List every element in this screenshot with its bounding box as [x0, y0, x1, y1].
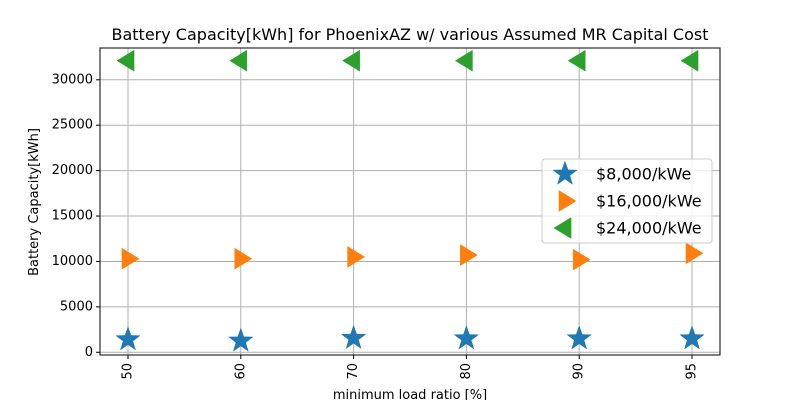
plot-frame [99, 47, 721, 356]
y-tick-label: 0 [85, 345, 93, 360]
data-point-series-0 [453, 325, 480, 350]
data-point-series-2 [229, 49, 248, 72]
legend-label: $24,000/kWe [596, 219, 702, 238]
y-tick-label: 20000 [52, 163, 93, 178]
legend-marker [553, 217, 572, 239]
data-point-series-1 [685, 242, 704, 265]
legend-marker [558, 190, 577, 212]
data-point-series-2 [116, 49, 135, 72]
data-point-series-1 [121, 247, 140, 270]
y-axis: 0 5000 10000 15000 20000 25000 30000 [52, 72, 100, 360]
x-tick-label: 90 [572, 363, 587, 380]
data-point-series-2 [680, 49, 699, 72]
y-tick-label: 30000 [52, 72, 93, 87]
x-tick-label: 70 [346, 363, 361, 380]
y-tick-label: 5000 [60, 299, 93, 314]
legend-label: $8,000/kWe [596, 165, 691, 184]
data-point-series-1 [234, 247, 253, 270]
y-axis-label: Battery Capacity[kWh] [27, 128, 42, 276]
x-tick-label: 50 [121, 363, 136, 380]
data-point-series-1 [572, 248, 591, 271]
data-point-series-2 [342, 49, 360, 72]
y-tick-label: 25000 [52, 118, 93, 133]
y-tick-label: 15000 [52, 209, 93, 224]
markers [115, 49, 705, 352]
data-point-series-2 [567, 49, 586, 72]
data-point-series-0 [679, 325, 705, 350]
data-point-series-1 [460, 244, 478, 266]
data-point-series-0 [228, 327, 254, 352]
x-tick-label: 95 [685, 363, 700, 380]
y-tick-label: 10000 [52, 254, 93, 269]
x-axis-label: minimum load ratio [%] [333, 388, 487, 400]
x-tick-label: 60 [233, 363, 248, 380]
x-axis: 50 60 70 80 90 95 [121, 355, 700, 380]
data-point-series-2 [454, 49, 473, 72]
legend-label: $16,000/kWe [596, 192, 702, 211]
data-point-series-0 [566, 325, 592, 350]
data-point-series-0 [340, 324, 367, 350]
data-point-series-1 [347, 246, 366, 268]
chart-title: Battery Capacity[kWh] for PhoenixAZ w/ v… [112, 25, 709, 44]
legend: $8,000/kWe $16,000/kWe $24,000/kWe [541, 158, 713, 244]
legend-frame [541, 158, 713, 244]
x-tick-label: 80 [459, 363, 474, 380]
data-point-series-0 [115, 326, 141, 351]
legend-marker [552, 160, 578, 185]
